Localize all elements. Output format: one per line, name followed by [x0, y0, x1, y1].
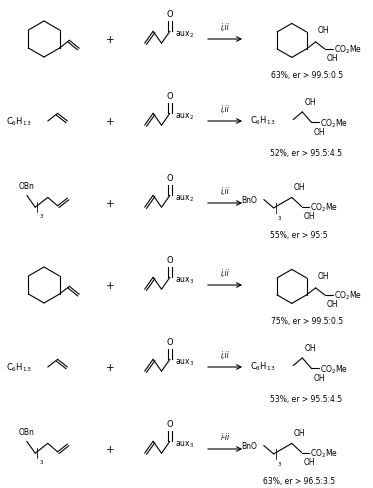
- Text: aux$_2$: aux$_2$: [175, 29, 194, 40]
- Text: i,ii: i,ii: [220, 350, 229, 359]
- Text: aux$_3$: aux$_3$: [175, 274, 194, 285]
- Text: CO$_2$Me: CO$_2$Me: [334, 289, 362, 302]
- Text: OH: OH: [313, 127, 325, 136]
- Text: i,ii: i,ii: [220, 105, 229, 114]
- Text: +: +: [106, 117, 114, 127]
- Text: CO$_2$Me: CO$_2$Me: [320, 117, 348, 129]
- Text: OH: OH: [327, 54, 338, 63]
- Text: 3: 3: [278, 461, 281, 466]
- Text: OH: OH: [313, 373, 325, 382]
- Text: $\mathregular{C_6H_{13}}$: $\mathregular{C_6H_{13}}$: [250, 360, 275, 372]
- Text: 63%, er > 99.5:0.5: 63%, er > 99.5:0.5: [271, 71, 343, 80]
- Text: O: O: [167, 10, 173, 19]
- Text: CO$_2$Me: CO$_2$Me: [310, 201, 338, 213]
- Text: BnO: BnO: [241, 441, 257, 450]
- Text: +: +: [106, 281, 114, 290]
- Text: CO$_2$Me: CO$_2$Me: [334, 43, 362, 56]
- Text: BnO: BnO: [241, 196, 257, 204]
- Text: i,ii: i,ii: [220, 23, 229, 32]
- Text: OBn: OBn: [19, 182, 35, 191]
- Text: $\mathregular{C_6H_{13}}$: $\mathregular{C_6H_{13}}$: [6, 361, 31, 373]
- Text: OH: OH: [304, 98, 316, 106]
- Text: i-ii: i-ii: [220, 432, 229, 441]
- Text: +: +: [106, 444, 114, 454]
- Text: 3: 3: [40, 214, 43, 219]
- Text: OH: OH: [294, 183, 305, 192]
- Text: O: O: [167, 92, 173, 101]
- Text: 52%, er > 95.5:4.5: 52%, er > 95.5:4.5: [270, 148, 342, 157]
- Text: aux$_2$: aux$_2$: [175, 111, 194, 122]
- Text: +: +: [106, 362, 114, 372]
- Text: O: O: [167, 255, 173, 264]
- Text: 3: 3: [278, 216, 281, 221]
- Text: i,ii: i,ii: [220, 186, 229, 196]
- Text: CO$_2$Me: CO$_2$Me: [320, 363, 348, 375]
- Text: O: O: [167, 419, 173, 428]
- Text: OBn: OBn: [19, 427, 35, 436]
- Text: OH: OH: [304, 211, 315, 220]
- Text: OH: OH: [318, 272, 329, 281]
- Text: 53%, er > 95.5:4.5: 53%, er > 95.5:4.5: [270, 394, 342, 403]
- Text: $\mathregular{C_6H_{13}}$: $\mathregular{C_6H_{13}}$: [250, 114, 275, 126]
- Text: OH: OH: [304, 343, 316, 352]
- Text: aux$_2$: aux$_2$: [175, 193, 194, 203]
- Text: aux$_3$: aux$_3$: [175, 356, 194, 367]
- Text: O: O: [167, 337, 173, 346]
- Text: +: +: [106, 35, 114, 45]
- Text: 75%, er > 99.5:0.5: 75%, er > 99.5:0.5: [271, 316, 343, 325]
- Text: OH: OH: [318, 26, 329, 35]
- Text: OH: OH: [294, 428, 305, 437]
- Text: 63%, er > 96.5:3.5: 63%, er > 96.5:3.5: [263, 476, 335, 485]
- Text: CO$_2$Me: CO$_2$Me: [310, 447, 338, 459]
- Text: $\mathregular{C_6H_{13}}$: $\mathregular{C_6H_{13}}$: [6, 116, 31, 128]
- Text: 3: 3: [40, 460, 43, 465]
- Text: +: +: [106, 199, 114, 208]
- Text: O: O: [167, 173, 173, 183]
- Text: OH: OH: [304, 457, 315, 466]
- Text: OH: OH: [327, 300, 338, 308]
- Text: i,ii: i,ii: [220, 268, 229, 278]
- Text: 55%, er > 95:5: 55%, er > 95:5: [270, 230, 327, 239]
- Text: aux$_3$: aux$_3$: [175, 438, 194, 448]
